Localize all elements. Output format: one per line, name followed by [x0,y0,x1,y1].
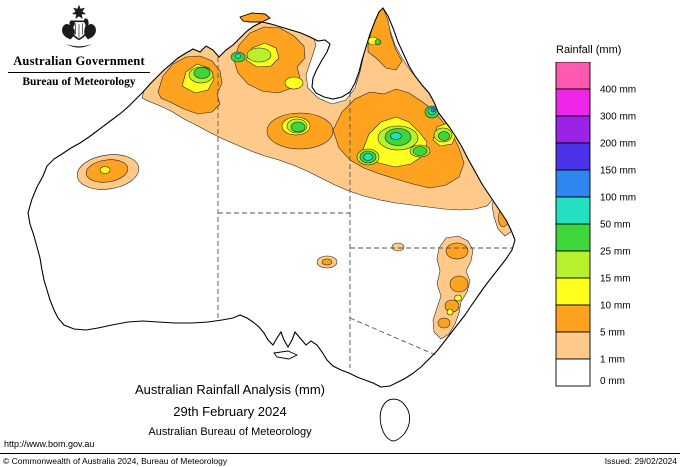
rainfall-contour [99,166,111,174]
legend-swatch [555,62,591,90]
government-title: Australian Government [13,54,145,68]
rainfall-contour [290,121,306,133]
legend-swatch [555,196,591,225]
legend-swatch [555,115,591,144]
coat-of-arms-icon [62,4,96,48]
kangaroo-icon [62,20,75,40]
rainfall-contour [412,146,428,156]
legend-swatch [555,304,591,333]
rainfall-contour [321,258,333,266]
legend-swatch [555,277,591,306]
footer-bar: © Commonwealth of Australia 2024, Bureau… [0,453,680,467]
legend-label: 50 mm [600,220,631,231]
caption-date: 29th February 2024 [173,404,287,419]
legend-label: 5 mm [600,328,625,339]
legend-label: 0 mm [600,376,625,387]
bom-url-text: http://www.bom.gov.au [4,439,95,449]
issued-text: Issued: 29/02/2024 [604,455,677,466]
rainfall-contour [391,242,405,252]
legend-label: 10 mm [600,301,631,312]
rainfall-contour [374,39,382,45]
rainfall-contour [446,308,454,316]
melville-island [239,12,271,23]
rainfall-contour [284,76,304,90]
rainfall-contour [449,275,469,293]
legend-label: 400 mm [600,85,636,96]
bureau-title: Bureau of Meteorology [22,76,136,88]
legend-swatch [555,142,591,171]
legend-swatch [555,169,591,198]
legend-label: 200 mm [600,139,636,150]
legend-label: 150 mm [600,166,636,177]
rainfall-legend: Rainfall (mm) 400 mm 300 mm 200 mm 150 m… [552,44,678,398]
rainfall-contour [454,294,462,302]
legend-swatch [555,88,591,117]
scroll-banner [66,44,92,48]
legend-title: Rainfall (mm) [556,44,622,56]
legend-label: 1 mm [600,355,625,366]
caption-org: Australian Bureau of Meteorology [148,426,312,438]
header-divider [8,72,150,73]
rain-band-100mm [430,107,436,113]
rainfall-contour [246,47,272,63]
tasmania [379,398,411,442]
header-lockup: Australian Government Bureau of Meteorol… [8,4,150,88]
legend-swatch [555,250,591,279]
rainfall-contour [390,132,402,140]
commonwealth-star-icon [71,4,87,19]
legend-swatch [555,223,591,252]
copyright-text: © Commonwealth of Australia 2024, Bureau… [3,455,228,466]
rainfall-contour [363,153,373,161]
shield-icon [70,20,88,41]
legend-label: 100 mm [600,193,636,204]
legend-swatch [555,331,591,360]
caption-title: Australian Rainfall Analysis (mm) [134,382,325,397]
legend-swatch [555,358,591,387]
rainfall-contour [438,131,450,141]
rainfall-contour [437,317,451,329]
map-caption: Australian Rainfall Analysis (mm) 29th F… [55,382,405,438]
legend-label: 15 mm [600,274,631,285]
state-borders [217,57,512,368]
legend-label: 300 mm [600,112,636,123]
kangaroo-island [273,350,299,360]
rainfall-contour [430,107,436,113]
legend-label: 25 mm [600,247,631,258]
rainfall-contour [445,242,469,260]
shield-pattern [75,23,83,38]
rainfall-contour [234,53,242,59]
rainfall-contour [193,67,211,79]
legend-color-scale: 400 mm 300 mm 200 mm 150 mm 100 mm 50 mm… [555,62,636,387]
